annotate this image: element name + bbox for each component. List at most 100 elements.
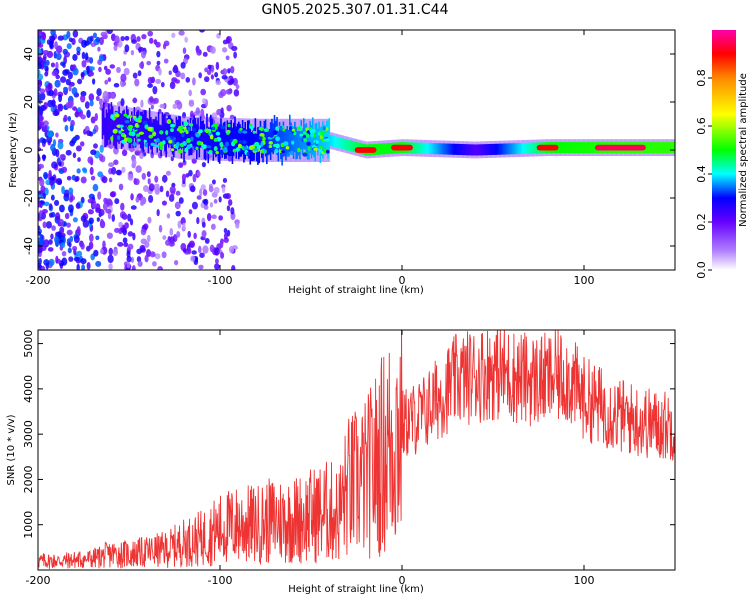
signal-band — [157, 111, 160, 144]
noise-blob — [156, 209, 160, 217]
noise-blob — [126, 255, 132, 263]
signal-speckle — [143, 139, 148, 143]
noise-blob — [48, 212, 54, 218]
noise-blob — [66, 30, 71, 39]
signal-band — [323, 124, 325, 150]
noise-blob — [146, 249, 152, 258]
colorbar-tick-label: 0.4 — [695, 165, 708, 183]
noise-blob — [107, 77, 112, 83]
signal-band — [109, 109, 111, 145]
signal-speckle — [249, 145, 254, 151]
signal-speckle — [144, 124, 149, 130]
noise-blob — [43, 239, 50, 248]
noise-blob — [67, 71, 73, 80]
snr-y-tick-label: 5000 — [22, 330, 35, 358]
signal-band — [115, 118, 118, 150]
noise-blob — [178, 162, 184, 168]
noise-blob — [38, 47, 42, 56]
signal-speckle — [175, 141, 180, 147]
noise-blob — [208, 185, 214, 193]
noise-blob — [146, 60, 152, 66]
signal-band — [660, 142, 663, 154]
signal-band — [462, 144, 464, 156]
signal-speckle — [148, 134, 154, 139]
signal-band — [557, 142, 560, 154]
signal-speckle — [185, 129, 189, 135]
noise-blob — [124, 44, 130, 53]
signal-band — [389, 142, 392, 154]
noise-blob — [203, 76, 210, 83]
signal-band — [486, 144, 489, 156]
noise-blob — [203, 198, 209, 206]
noise-blob — [127, 243, 134, 250]
signal-band — [110, 102, 113, 137]
noise-blob — [138, 47, 145, 52]
signal-speckle — [299, 133, 304, 137]
noise-blob — [152, 261, 157, 267]
signal-band — [238, 121, 240, 160]
noise-blob — [92, 128, 97, 135]
signal-band — [561, 142, 564, 154]
noise-blob — [189, 185, 196, 193]
noise-blob — [76, 250, 83, 257]
signal-band — [162, 114, 165, 142]
noise-blob — [63, 86, 69, 92]
noise-blob — [76, 226, 81, 235]
signal-band — [329, 135, 332, 147]
noise-blob — [86, 65, 90, 74]
noise-blob — [93, 249, 99, 257]
signal-band — [384, 143, 387, 155]
noise-blob — [169, 186, 176, 194]
noise-blob — [188, 101, 195, 107]
noise-blob — [95, 235, 100, 241]
noise-blob — [86, 262, 91, 270]
noise-blob — [233, 51, 237, 59]
noise-blob — [207, 64, 212, 70]
snr-y-axis-label: SNR (10 * v/v) — [6, 414, 17, 485]
signal-band — [450, 143, 453, 155]
noise-blob — [168, 70, 172, 76]
signal-band — [139, 112, 142, 149]
signal-band — [420, 142, 422, 154]
noise-blob — [120, 98, 125, 107]
noise-blob — [48, 89, 55, 97]
signal-band — [334, 136, 337, 148]
noise-blob — [192, 173, 197, 183]
signal-band — [570, 142, 573, 154]
signal-speckle — [315, 140, 319, 144]
noise-blob — [82, 168, 88, 174]
signal-band — [533, 142, 536, 154]
noise-blob — [149, 251, 156, 258]
signal-speckle — [170, 148, 175, 152]
signal-band — [654, 142, 657, 154]
spectrogram-x-axis-label: Height of straight line (km) — [288, 285, 424, 296]
noise-blob — [169, 227, 174, 236]
signal-band — [165, 123, 167, 158]
noise-blob — [213, 199, 218, 204]
signal-band — [524, 142, 527, 154]
signal-speckle — [118, 130, 122, 134]
noise-blob — [175, 190, 181, 196]
noise-blob — [97, 46, 101, 52]
noise-blob — [143, 223, 149, 230]
noise-blob — [165, 239, 171, 246]
signal-speckle — [258, 127, 264, 131]
signal-band — [378, 143, 380, 155]
noise-blob — [57, 35, 64, 41]
signal-band — [513, 143, 515, 155]
signal-speckle — [122, 134, 127, 138]
signal-band — [315, 122, 318, 149]
noise-blob — [195, 107, 201, 115]
signal-band — [569, 142, 571, 154]
noise-blob — [198, 264, 204, 270]
noise-blob — [88, 66, 95, 71]
signal-band — [417, 142, 420, 154]
noise-blob — [64, 124, 69, 132]
signal-speckle — [291, 128, 296, 132]
noise-blob — [218, 196, 222, 203]
noise-blob — [231, 45, 238, 52]
signal-speckle — [213, 138, 218, 142]
noise-blob — [131, 39, 138, 44]
signal-speckle — [275, 136, 280, 142]
signal-band — [453, 143, 455, 155]
